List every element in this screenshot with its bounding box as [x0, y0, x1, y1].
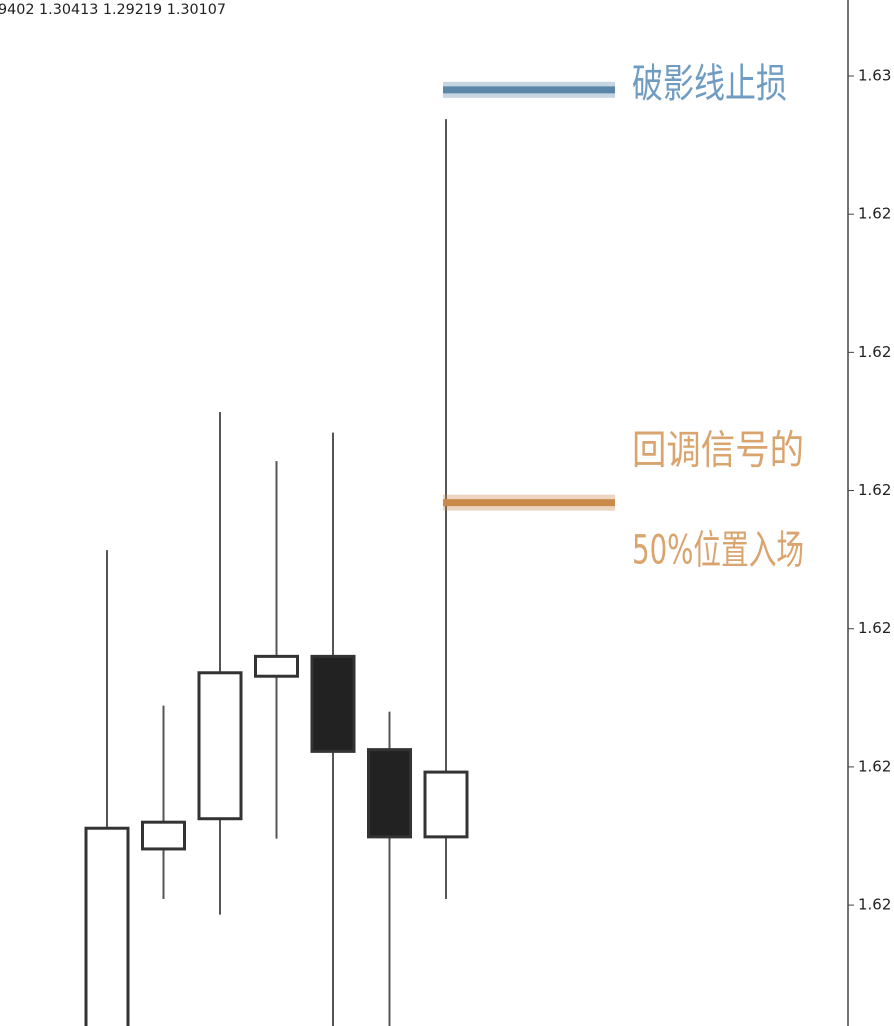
- candle-body: [254, 654, 299, 678]
- candle-body: [310, 654, 356, 753]
- candle-body: [423, 770, 469, 839]
- y-tick-label: 1.62: [858, 757, 891, 775]
- y-tick-label: 1.62: [858, 205, 891, 223]
- candle-body: [84, 826, 130, 1026]
- candle-body: [197, 671, 243, 821]
- annotation-text: 回调信号的: [632, 428, 804, 474]
- candle-body: [141, 820, 186, 851]
- annotation-text: 50%位置入场: [632, 528, 804, 574]
- y-tick-label: 1.62: [858, 619, 891, 637]
- candle-body: [367, 748, 412, 839]
- y-tick-label: 1.63: [858, 67, 891, 85]
- ohlc-header: 9402 1.30413 1.29219 1.30107: [0, 2, 226, 18]
- y-tick-label: 1.62: [858, 343, 891, 361]
- annotation-text: 破影线止损: [632, 61, 787, 107]
- y-tick-label: 1.62: [858, 481, 891, 499]
- y-tick-label: 1.62: [858, 896, 891, 914]
